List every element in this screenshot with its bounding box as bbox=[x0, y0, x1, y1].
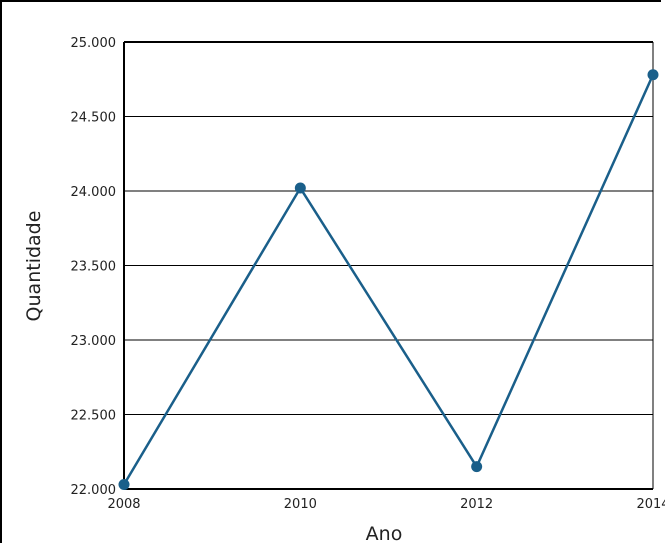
data-point-2008 bbox=[118, 479, 130, 491]
y-tick-label: 22.000 bbox=[71, 483, 117, 498]
y-axis-title: Quantidade bbox=[23, 211, 45, 322]
y-tick-label: 23.500 bbox=[71, 260, 117, 275]
x-tick-label: 2014 bbox=[636, 497, 665, 512]
axes bbox=[123, 41, 654, 490]
x-tick-label: 2008 bbox=[107, 497, 140, 512]
x-tick-label: 2010 bbox=[284, 497, 317, 512]
x-axis-title: Ano bbox=[366, 523, 403, 545]
x-tick-label: 2012 bbox=[460, 497, 493, 512]
y-tick-label: 24.000 bbox=[71, 185, 117, 200]
series-layer bbox=[118, 69, 659, 491]
grid-lines bbox=[124, 116, 653, 415]
data-point-2014 bbox=[647, 69, 659, 81]
y-tick-label: 22.500 bbox=[71, 409, 117, 424]
y-tick-label: 25.000 bbox=[71, 36, 117, 51]
x-tick-labels: 2008 2010 2012 2014 bbox=[107, 497, 665, 512]
y-tick-label: 23.000 bbox=[71, 334, 117, 349]
data-point-2012 bbox=[471, 461, 483, 473]
data-point-2010 bbox=[294, 182, 306, 194]
y-tick-labels: 22.000 22.500 23.000 23.500 24.000 24.500 25.0… bbox=[71, 36, 117, 498]
series-line-0 bbox=[122, 74, 655, 486]
y-tick-label: 24.500 bbox=[71, 111, 117, 126]
